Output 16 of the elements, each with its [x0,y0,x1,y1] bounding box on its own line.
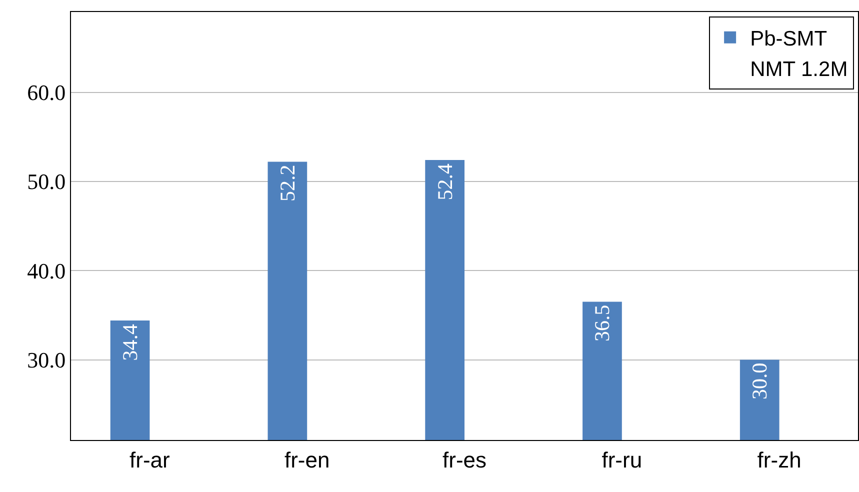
y-tick-label: 50.0 [27,169,66,194]
legend-label: Pb-SMT [750,28,828,51]
data-label: 36.5 [590,304,614,342]
y-tick-label: 30.0 [27,347,66,372]
x-tick-label: fr-ru [602,447,642,472]
x-tick-label: fr-en [284,447,330,472]
data-label: 34.4 [118,324,142,361]
data-label: 30.0 [748,362,772,400]
x-tick-label: fr-zh [757,447,802,472]
data-label: 52.4 [432,163,457,200]
y-tick-label: 40.0 [27,258,66,284]
y-tick-label: 60.0 [27,80,66,105]
x-tick-label: fr-es [442,447,486,472]
data-label: 52.2 [275,164,300,202]
x-tick-label: fr-ar [130,447,170,472]
text: NMT 1.2M [750,58,848,81]
